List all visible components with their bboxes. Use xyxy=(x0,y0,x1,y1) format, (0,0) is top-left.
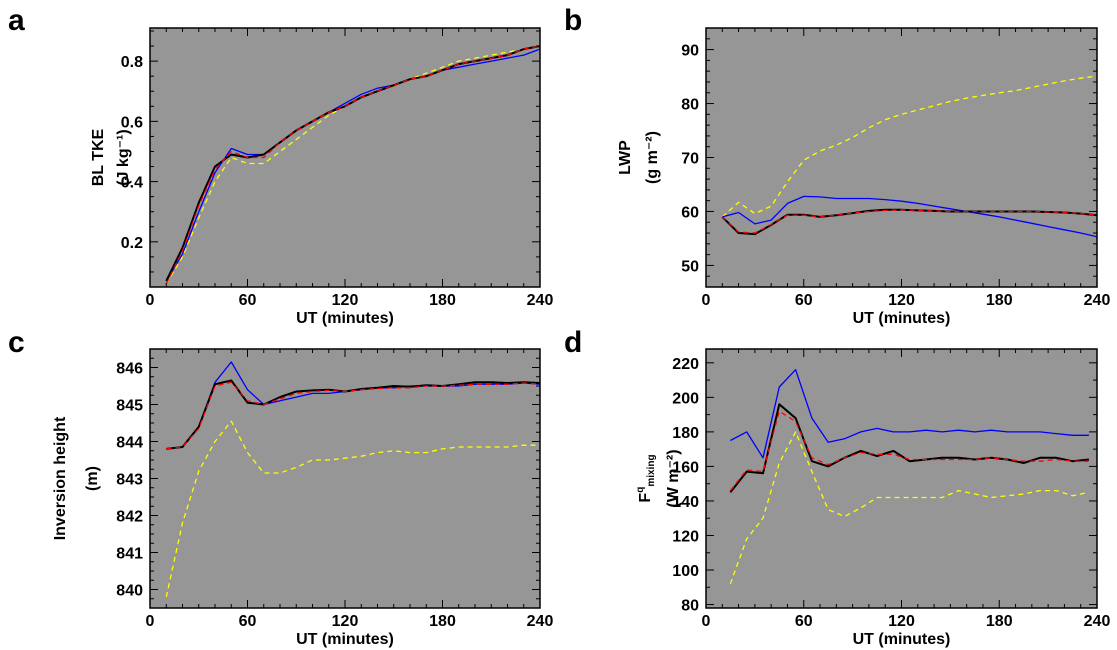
plot-area xyxy=(150,28,540,287)
y-tick-label: 140 xyxy=(672,494,699,511)
y-axis-label-sub: mixing xyxy=(646,454,657,486)
y-tick-label: 220 xyxy=(672,356,699,373)
x-tick-label: 240 xyxy=(527,613,554,630)
series-line-4 xyxy=(721,75,1097,218)
y-tick-label: 846 xyxy=(116,361,143,378)
x-tick-label: 120 xyxy=(888,292,915,309)
y-tick-label: 70 xyxy=(681,151,699,168)
x-tick-label: 120 xyxy=(888,613,915,630)
x-tick-label: 240 xyxy=(527,292,554,309)
series-line-3 xyxy=(166,381,540,450)
series-line-3 xyxy=(729,410,1089,492)
chart-panel-b: 0 60 120 180 240 UT (minutes) 50 60 70 80 90 LWP (g … xyxy=(564,4,1110,327)
x-tick-label: 0 xyxy=(146,613,155,630)
y-tick-label: 842 xyxy=(116,509,143,526)
y-tick-label: 60 xyxy=(681,204,699,221)
plot-area xyxy=(706,28,1097,287)
x-tick-label: 60 xyxy=(239,613,257,630)
series-line-4 xyxy=(729,431,1090,585)
x-tick-label: 60 xyxy=(795,292,813,309)
y-tick-label: 845 xyxy=(116,398,143,415)
y-tick-label: 180 xyxy=(672,425,699,442)
x-tick-label: 120 xyxy=(332,292,359,309)
y-axis-label: Fqmixing xyxy=(635,454,657,502)
x-tick-label: 240 xyxy=(1084,292,1111,309)
series-group xyxy=(729,369,1090,585)
y-tick-label: 90 xyxy=(681,43,699,60)
y-tick-label: 0.2 xyxy=(121,235,143,252)
y-tick-label: 160 xyxy=(672,459,699,476)
y-tick-label: 0.8 xyxy=(121,54,143,71)
y-tick-label: 841 xyxy=(116,546,143,563)
y-tick-label: 0.4 xyxy=(121,175,143,192)
x-axis-label: UT (minutes) xyxy=(853,631,951,648)
y-tick-label: 0.6 xyxy=(121,114,143,131)
panel-letter: b xyxy=(564,4,582,37)
x-tick-label: 180 xyxy=(986,292,1013,309)
y-tick-label: 843 xyxy=(116,472,143,489)
y-tick-label: 120 xyxy=(672,528,699,545)
y-tick-label: 80 xyxy=(681,97,699,114)
series-line-2 xyxy=(730,369,1089,459)
x-tick-label: 60 xyxy=(239,292,257,309)
x-tick-label: 180 xyxy=(429,613,456,630)
y-axis-label-sup: q xyxy=(635,487,646,493)
series-group xyxy=(721,75,1097,238)
chart-panel-a: 0 60 120 180 240 UT (minutes) 0.2 0.4 0.6 0.8 BL T… xyxy=(8,4,553,327)
x-tick-label: 60 xyxy=(795,613,813,630)
y-tick-label: 844 xyxy=(116,435,143,452)
y-axis-label: LWP xyxy=(617,140,634,175)
chart-panel-c: 0 60 120 180 240 UT (minutes) 840 841 842 843 844 8… xyxy=(8,326,553,648)
plot-area xyxy=(706,349,1097,608)
series-group xyxy=(165,361,540,598)
series-line-1 xyxy=(729,403,1090,493)
y-tick-label: 840 xyxy=(116,583,143,600)
y-axis-label: Inversion height xyxy=(52,416,69,540)
x-tick-label: 0 xyxy=(146,292,155,309)
plot-area xyxy=(150,349,540,608)
x-axis-label: UT (minutes) xyxy=(853,310,951,327)
y-axis-label: BL TKE xyxy=(90,128,107,186)
series-line-4 xyxy=(165,45,540,285)
x-tick-label: 120 xyxy=(332,613,359,630)
x-axis-label: UT (minutes) xyxy=(296,310,394,327)
x-tick-label: 240 xyxy=(1084,613,1111,630)
panel-letter: d xyxy=(564,326,582,359)
panel-letter: c xyxy=(8,326,25,359)
y-axis-unit: (W m⁻²) xyxy=(665,449,682,507)
y-axis-unit: (J kg⁻¹) xyxy=(115,129,132,185)
y-tick-label: 100 xyxy=(672,563,699,580)
y-tick-label: 80 xyxy=(681,598,699,615)
x-tick-label: 0 xyxy=(702,613,711,630)
y-tick-label: 50 xyxy=(681,258,699,275)
panel-letter: a xyxy=(8,4,25,37)
x-tick-label: 180 xyxy=(986,613,1013,630)
y-axis-unit: (g m⁻²) xyxy=(644,131,661,184)
x-tick-label: 180 xyxy=(429,292,456,309)
series-group xyxy=(165,45,540,285)
chart-panel-d: 0 60 120 180 240 UT (minutes) 80 100 120 140 160 18… xyxy=(564,326,1110,648)
series-line-4 xyxy=(165,420,540,598)
x-tick-label: 0 xyxy=(702,292,711,309)
x-axis-label: UT (minutes) xyxy=(296,631,394,648)
y-axis-label-main: F xyxy=(637,493,654,503)
series-line-3 xyxy=(165,45,540,285)
y-axis-unit: (m) xyxy=(84,466,101,491)
series-line-2 xyxy=(722,195,1097,238)
y-tick-label: 200 xyxy=(672,390,699,407)
series-line-3 xyxy=(721,209,1097,234)
series-line-2 xyxy=(165,48,540,282)
